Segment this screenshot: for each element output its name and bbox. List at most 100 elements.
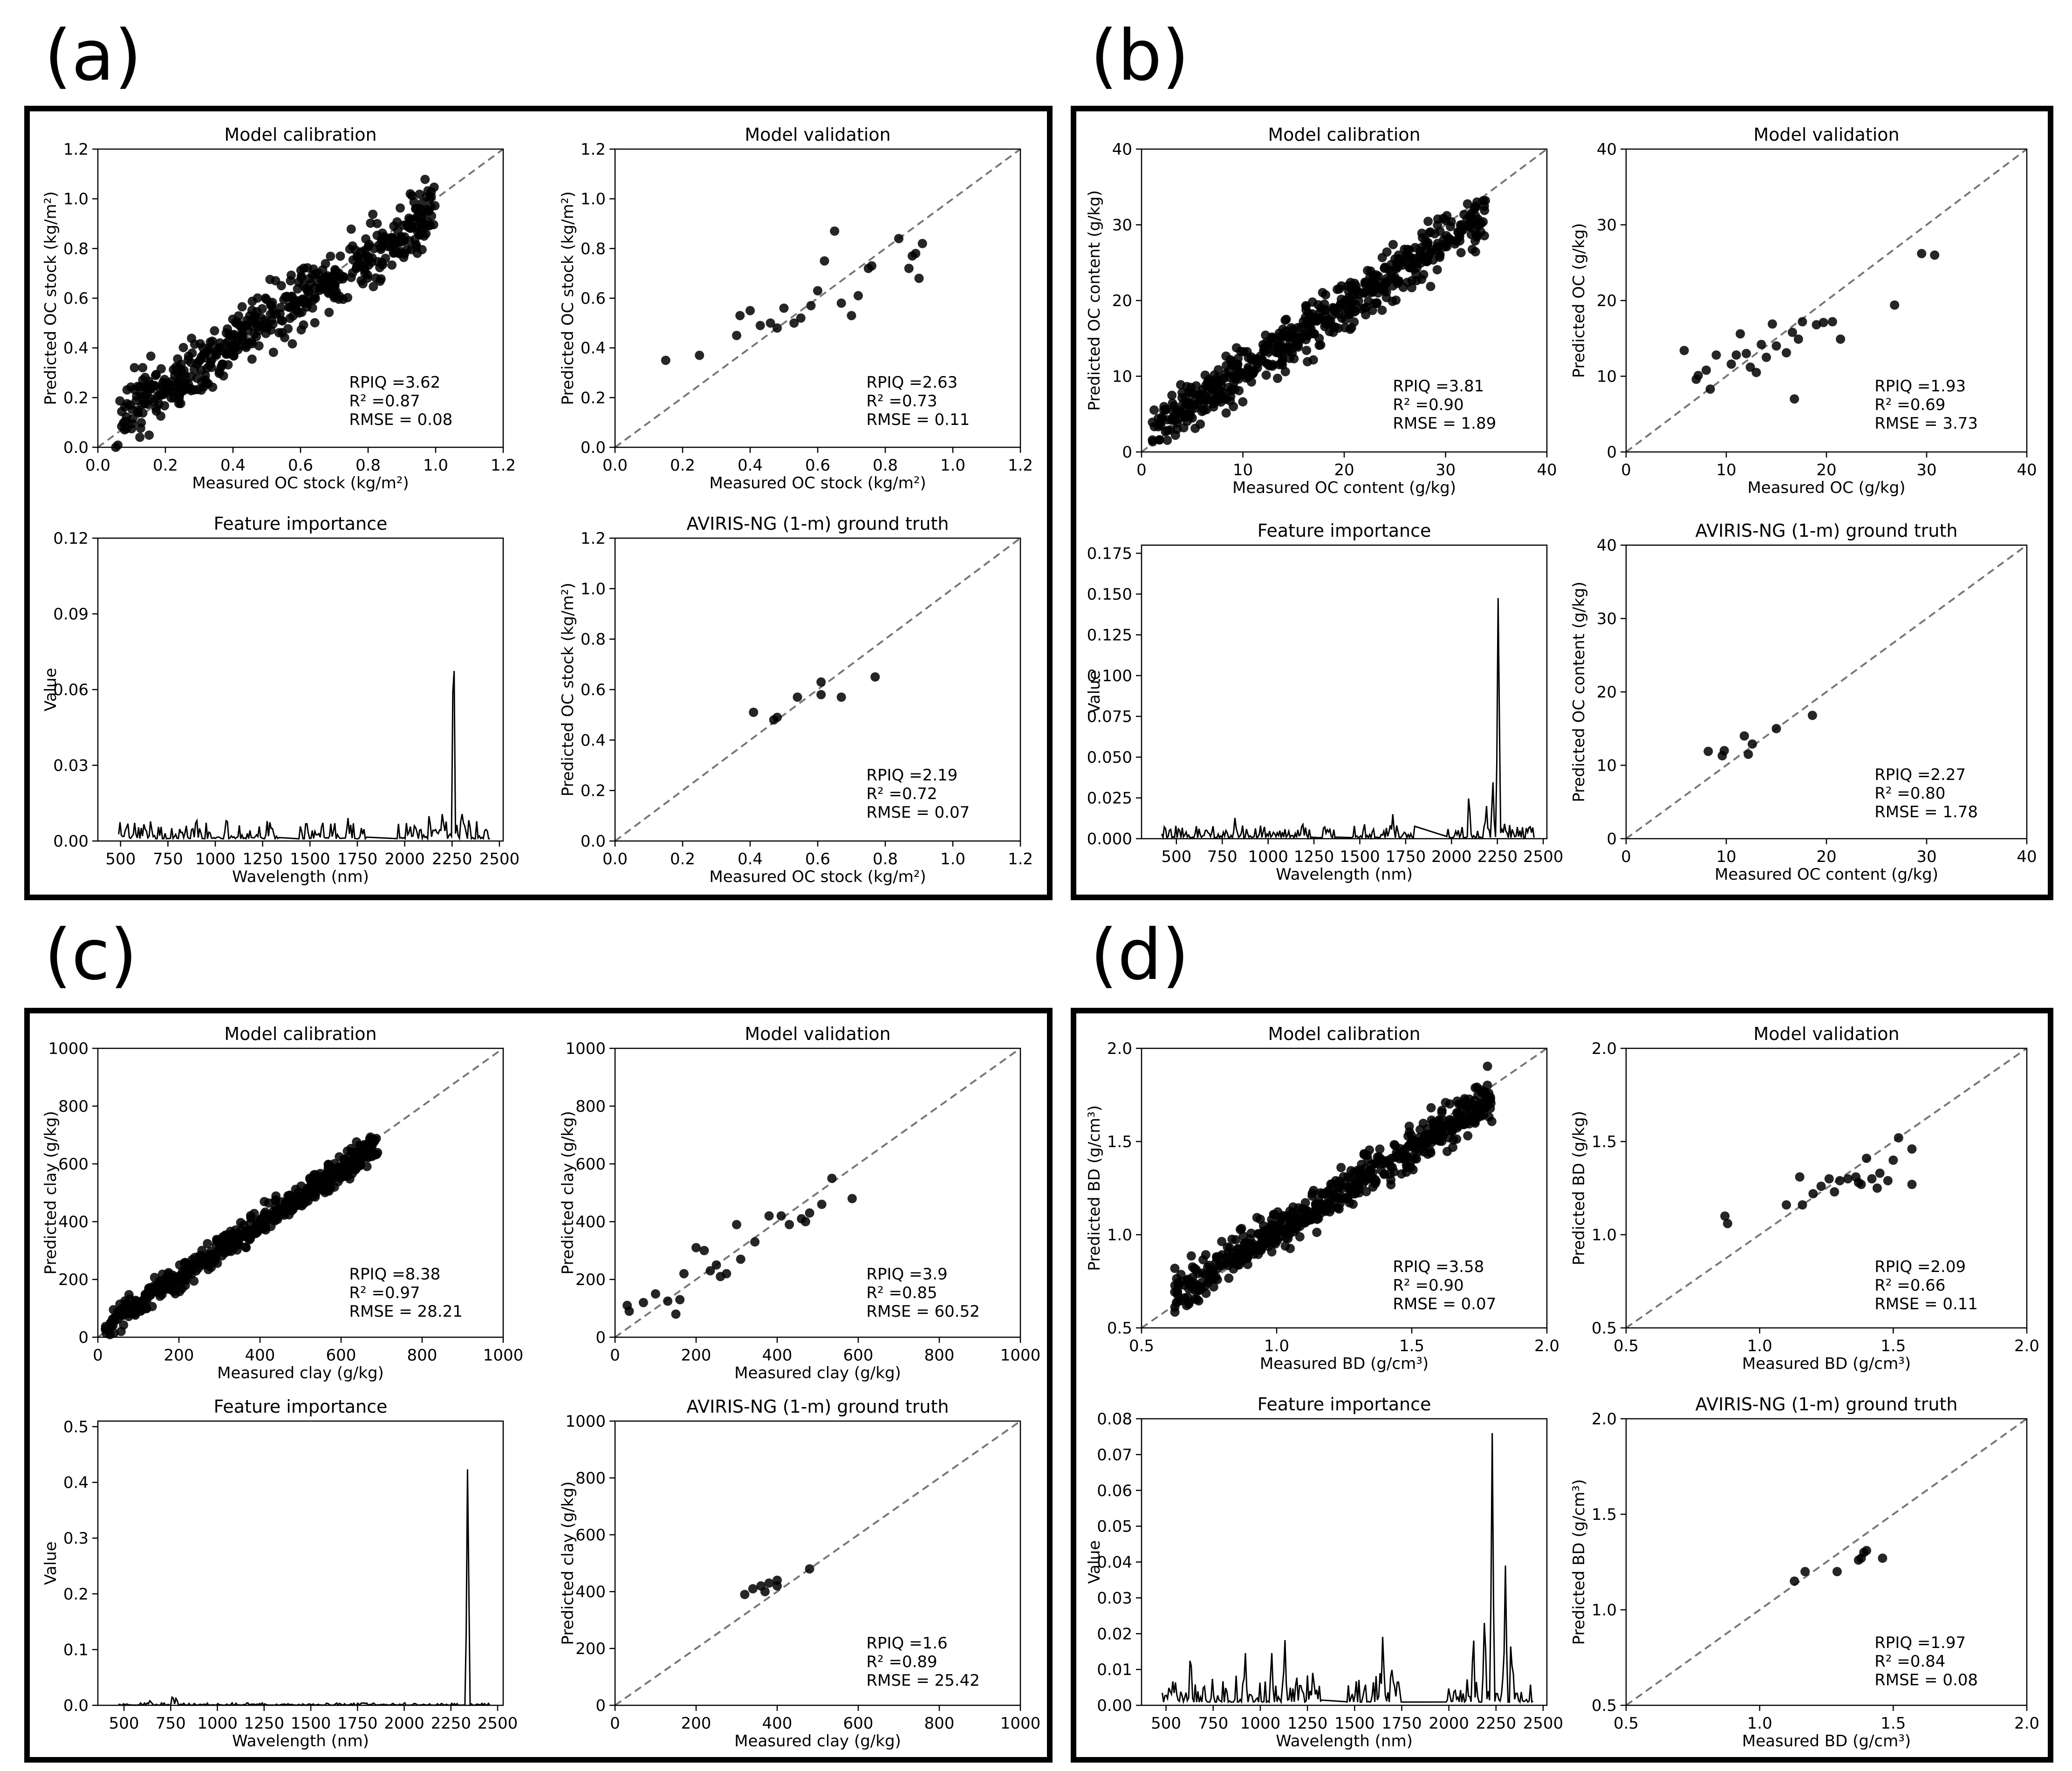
chart-title: Model validation	[1753, 124, 1899, 145]
plot-frame	[614, 1047, 1021, 1338]
data-point	[121, 1304, 130, 1314]
data-point	[1222, 361, 1231, 370]
data-point	[135, 432, 145, 442]
x-tick-label: 10	[1716, 848, 1736, 866]
y-tick-label: 0.03	[53, 757, 89, 775]
panel-a-feature-importance-chart: Feature importance Wavelength (nm) Value 50…	[41, 513, 520, 886]
plot-frame	[97, 148, 504, 448]
data-point	[1442, 231, 1451, 240]
data-point	[1483, 1061, 1492, 1071]
x-tick-label: 1250	[242, 850, 283, 868]
x-tick-label: 1.5	[1881, 1337, 1906, 1355]
x-tick-label: 500	[1151, 1714, 1181, 1733]
data-point	[251, 1220, 261, 1230]
data-point	[695, 350, 704, 360]
data-point	[764, 1211, 774, 1221]
data-point	[1423, 240, 1433, 250]
x-tick-label: 0.6	[288, 456, 313, 475]
data-point	[1361, 1187, 1371, 1197]
data-point	[127, 424, 137, 434]
data-point	[190, 365, 199, 375]
x-tick-label: 1.2	[1008, 850, 1033, 868]
data-point	[894, 234, 903, 243]
data-point	[237, 302, 247, 312]
data-point	[1213, 365, 1223, 375]
x-tick-label: 0	[610, 1346, 620, 1365]
x-axis-label: Measured BD (g/cm³)	[1260, 1354, 1429, 1373]
plot-frame	[1625, 544, 2028, 840]
y-axis-label: Predicted OC stock (kg/m²)	[559, 583, 577, 797]
y-tick-label: 1.5	[1107, 1133, 1132, 1151]
x-tick-label: 30	[1916, 848, 1936, 866]
x-tick-label: 0	[93, 1346, 103, 1365]
data-point	[1333, 285, 1342, 294]
data-point	[1782, 348, 1791, 358]
data-point	[817, 1199, 827, 1209]
x-tick-label: 2500	[1523, 848, 1564, 866]
data-point	[1331, 307, 1340, 316]
data-point	[1843, 1174, 1853, 1183]
data-point	[1816, 1182, 1826, 1191]
x-tick-label: 750	[1198, 1714, 1228, 1733]
data-point	[283, 324, 293, 334]
one-to-one-line	[614, 537, 1021, 842]
y-tick-label: 10	[1112, 368, 1132, 386]
x-axis-label: Measured OC stock (kg/m²)	[709, 474, 926, 492]
x-tick-label: 0.2	[153, 456, 178, 475]
data-point	[195, 1254, 205, 1264]
data-point	[1275, 1216, 1285, 1225]
data-point	[847, 1194, 857, 1203]
data-point	[1422, 1138, 1432, 1148]
data-point	[1745, 362, 1755, 372]
data-point	[1280, 1241, 1290, 1251]
x-tick-label: 10	[1233, 461, 1253, 479]
data-point	[296, 271, 306, 281]
data-point	[1441, 241, 1450, 251]
data-point	[1434, 1115, 1444, 1125]
y-tick-label: 0.5	[1592, 1319, 1617, 1338]
data-point	[415, 189, 424, 199]
data-point	[1263, 1241, 1273, 1251]
data-point	[1393, 262, 1402, 272]
plot-frame	[1141, 1047, 1548, 1329]
x-tick-label: 1000	[1000, 1714, 1041, 1733]
data-point	[1312, 1227, 1322, 1237]
chart-title: AVIRIS-NG (1-m) ground truth	[687, 513, 949, 534]
data-point	[1479, 201, 1489, 211]
stat-label: RMSE = 1.89	[1393, 414, 1496, 433]
x-tick-label: 0.4	[738, 850, 763, 868]
x-tick-label: 600	[843, 1346, 874, 1365]
y-tick-label: 2.0	[1107, 1039, 1132, 1058]
y-tick-label: 30	[1597, 610, 1617, 629]
data-point	[911, 249, 921, 258]
x-tick-label: 0	[1621, 848, 1631, 866]
panel-d-ground-truth-chart: AVIRIS-NG (1-m) ground truth Measured BD …	[1570, 1394, 2039, 1750]
x-axis-label: Wavelength (nm)	[232, 1732, 369, 1750]
y-tick-label: 1.0	[1107, 1226, 1132, 1244]
data-point	[287, 291, 297, 301]
y-axis-label: Predicted OC stock (kg/m²)	[559, 191, 577, 405]
x-tick-label: 1000	[483, 1346, 524, 1365]
data-point	[1448, 1119, 1458, 1128]
data-point	[1771, 341, 1781, 351]
data-point	[1473, 1090, 1483, 1100]
data-point	[1443, 1147, 1452, 1156]
stat-label: R² =0.89	[866, 1653, 937, 1671]
stat-label: RPIQ =1.93	[1874, 377, 1966, 396]
x-tick-label: 1750	[1381, 1714, 1422, 1733]
panel-d-feature-importance-chart: Feature importance Wavelength (nm) Value 50…	[1085, 1394, 1563, 1750]
y-tick-label: 1000	[565, 1039, 606, 1058]
data-point	[120, 417, 130, 426]
x-tick-label: 0.5	[1614, 1714, 1639, 1733]
data-point	[396, 236, 405, 246]
data-point	[1894, 1133, 1903, 1142]
data-point	[368, 209, 378, 219]
data-point	[1303, 357, 1313, 367]
plot-frame	[614, 1420, 1021, 1706]
data-point	[420, 219, 430, 229]
data-point	[1395, 1144, 1405, 1154]
y-tick-label: 1.0	[63, 190, 89, 209]
x-tick-label: 500	[105, 850, 136, 868]
data-point	[1261, 330, 1271, 340]
data-point	[1229, 402, 1238, 411]
